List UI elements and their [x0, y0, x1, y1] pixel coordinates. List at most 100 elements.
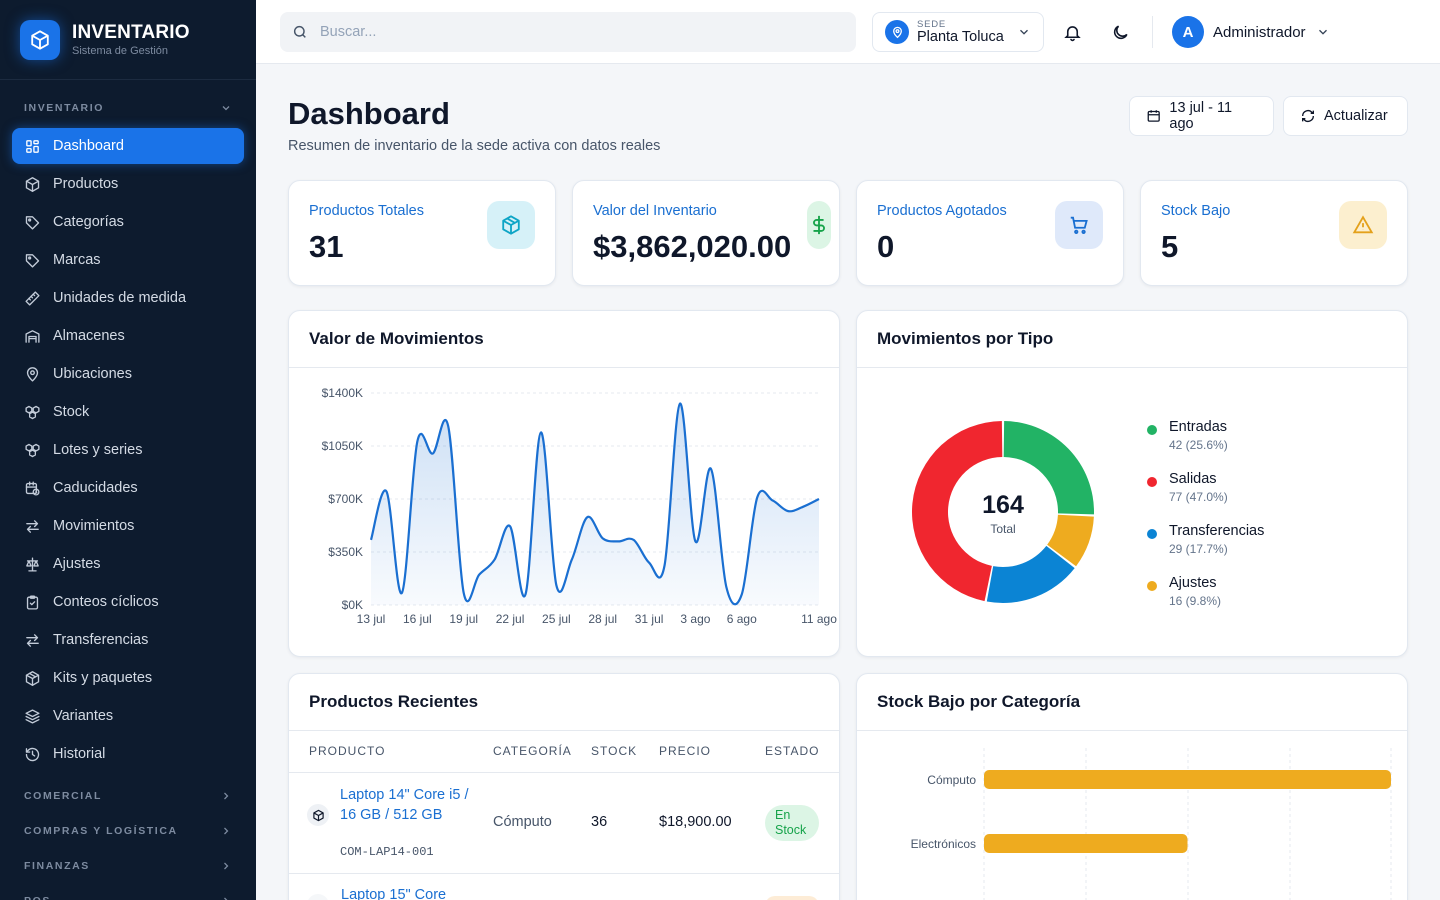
scale-icon [26, 556, 39, 572]
column-header-product[interactable]: PRODUCTO [309, 744, 386, 758]
card-divider [289, 367, 839, 368]
data-point[interactable] [706, 464, 716, 474]
sidebar-item-ubicaciones[interactable]: Ubicaciones [12, 356, 244, 392]
column-header-stock[interactable]: STOCK [591, 744, 638, 758]
page-subtitle: Resumen de inventario de la sede activa … [288, 138, 661, 154]
data-point[interactable] [505, 521, 515, 531]
data-point[interactable] [783, 506, 793, 516]
sede-selector[interactable]: SEDE Planta Toluca [872, 12, 1044, 52]
stat-value: 5 [1161, 229, 1179, 264]
section-comercial[interactable]: COMERCIAL [0, 778, 256, 813]
sidebar-item-categorias[interactable]: Categorías [12, 204, 244, 240]
status-badge [765, 896, 819, 900]
data-point[interactable] [660, 561, 670, 571]
data-point[interactable] [520, 589, 530, 599]
data-point[interactable] [428, 449, 438, 459]
brand-title: INVENTARIO [72, 22, 190, 43]
bar[interactable] [984, 834, 1188, 853]
sidebar-item-transferencias[interactable]: Transferencias [12, 622, 244, 658]
column-header-price[interactable]: PRECIO [659, 744, 712, 758]
stat-value: 0 [877, 229, 895, 264]
sidebar-item-lotes-y-series[interactable]: Lotes y series [12, 432, 244, 468]
data-point[interactable] [598, 533, 608, 543]
data-point[interactable] [613, 536, 623, 546]
sidebar-item-caducidades[interactable]: Caducidades [12, 470, 244, 506]
legend-name: Entradas [1169, 419, 1228, 435]
data-point[interactable] [459, 588, 469, 598]
pie-slice-ajustes[interactable] [1047, 514, 1094, 567]
data-point[interactable] [443, 421, 453, 431]
product-name-link[interactable]: Laptop 15" Core [341, 887, 447, 900]
sidebar-item-historial[interactable]: Historial [12, 736, 244, 772]
sidebar-sections: COMERCIAL COMPRAS Y LOGÍSTICA FINANZAS POS [0, 778, 256, 900]
sidebar-item-productos[interactable]: Productos [12, 166, 244, 202]
sidebar-item-variantes[interactable]: Variantes [12, 698, 244, 734]
sidebar-item-kits-y-paquetes[interactable]: Kits y paquetes [12, 660, 244, 696]
search-box[interactable] [280, 12, 856, 52]
dashboard-icon [26, 139, 39, 153]
data-point[interactable] [397, 588, 407, 598]
table-divider [289, 772, 839, 773]
data-point[interactable] [629, 535, 639, 545]
column-header-category[interactable]: CATEGORÍA [493, 744, 572, 758]
data-point[interactable] [752, 492, 762, 502]
bar-chart: Cómputo Electrónicos [911, 748, 1392, 900]
data-point[interactable] [536, 427, 546, 437]
data-point[interactable] [721, 582, 731, 592]
dollar-icon [807, 201, 831, 249]
stat-card-inventory-value[interactable]: Valor del Inventario $3,862,020.00 [572, 180, 840, 286]
data-point[interactable] [814, 494, 824, 504]
data-point[interactable] [582, 512, 592, 522]
sidebar-item-marcas[interactable]: Marcas [12, 242, 244, 278]
sidebar-item-almacenes[interactable]: Almacenes [12, 318, 244, 354]
pie-slice-salidas[interactable] [911, 421, 1003, 602]
section-inventario[interactable]: INVENTARIO [0, 100, 256, 116]
x-tick-label: 25 jul [542, 612, 571, 626]
date-range-button[interactable]: 13 jul - 11 ago [1129, 96, 1274, 136]
data-point[interactable] [490, 555, 500, 565]
refresh-label: Actualizar [1324, 108, 1388, 124]
sidebar-item-dashboard[interactable]: Dashboard [12, 128, 244, 164]
column-header-status[interactable]: ESTADO [765, 744, 820, 758]
data-point[interactable] [412, 436, 422, 446]
section-label: COMPRAS Y LOGÍSTICA [24, 824, 178, 837]
section-compras-y-logistica[interactable]: COMPRAS Y LOGÍSTICA [0, 813, 256, 848]
theme-toggle-button[interactable] [1108, 20, 1132, 44]
data-point[interactable] [737, 589, 747, 599]
brand[interactable]: INVENTARIO Sistema de Gestión [0, 0, 256, 80]
sidebar-item-stock[interactable]: Stock [12, 394, 244, 430]
section-finanzas[interactable]: FINANZAS [0, 848, 256, 883]
product-name-link[interactable]: Laptop 14" Core i5 / 16 GB / 512 GB [340, 787, 469, 823]
user-menu[interactable]: A Administrador [1172, 16, 1330, 48]
data-point[interactable] [690, 536, 700, 546]
bar[interactable] [984, 770, 1391, 789]
data-point[interactable] [768, 496, 778, 506]
data-point[interactable] [551, 580, 561, 590]
search-input[interactable] [320, 24, 820, 40]
pie-slice-entradas[interactable] [1003, 421, 1094, 515]
data-point[interactable] [799, 502, 809, 512]
moon-icon [1113, 24, 1128, 39]
pie-slice-transferencias[interactable] [986, 545, 1075, 603]
sidebar-item-ajustes[interactable]: Ajustes [12, 546, 244, 582]
data-point[interactable] [567, 555, 577, 565]
data-point[interactable] [381, 486, 391, 496]
sidebar-item-movimientos[interactable]: Movimientos [12, 508, 244, 544]
stat-value: 31 [309, 229, 344, 264]
topbar-divider [1152, 16, 1153, 48]
stat-card-out-of-stock[interactable]: Productos Agotados 0 [856, 180, 1124, 286]
data-point[interactable] [675, 399, 685, 409]
data-point[interactable] [366, 535, 376, 545]
data-point[interactable] [474, 570, 484, 580]
stat-card-low-stock[interactable]: Stock Bajo 5 [1140, 180, 1408, 286]
notifications-button[interactable] [1060, 20, 1084, 44]
data-point[interactable] [644, 558, 654, 568]
sidebar-item-conteos-ciclicos[interactable]: Conteos cíclicos [12, 584, 244, 620]
sidebar-item-label: Kits y paquetes [53, 670, 153, 686]
tag-icon [25, 253, 40, 268]
refresh-button[interactable]: Actualizar [1283, 96, 1408, 136]
section-pos[interactable]: POS [0, 883, 256, 900]
chevron-down-icon [1318, 29, 1327, 35]
stat-card-total-products[interactable]: Productos Totales 31 [288, 180, 556, 286]
sidebar-item-unidades-de-medida[interactable]: Unidades de medida [12, 280, 244, 316]
